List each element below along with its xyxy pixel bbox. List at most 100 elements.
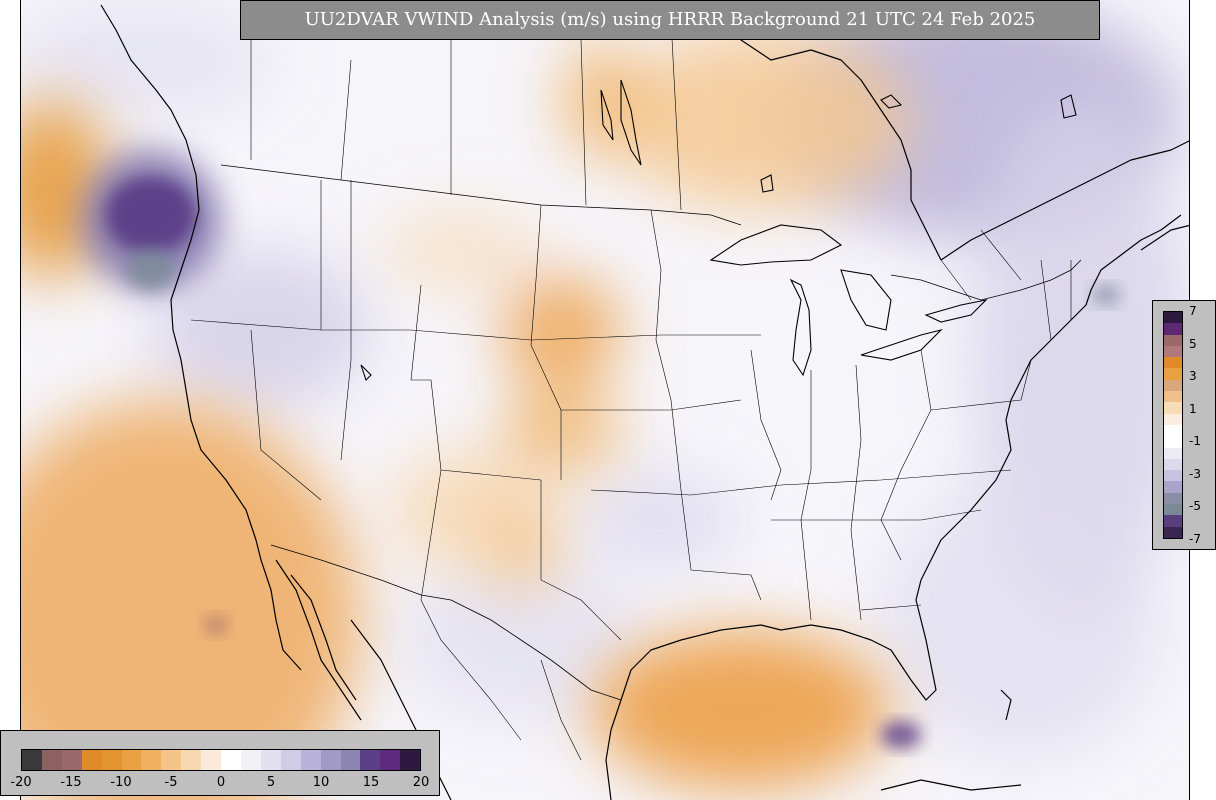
vwind-colorbar-segment <box>320 750 341 770</box>
vwind-colorbar-segment <box>380 750 401 770</box>
increment-tick-label: -1 <box>1189 434 1201 449</box>
pacific-purple-core <box>106 177 196 253</box>
lake-michigan <box>789 278 812 377</box>
oklahoma-lavender <box>581 470 741 570</box>
vwind-tick-label: 10 <box>312 775 330 790</box>
vwind-tick-label: -5 <box>164 775 178 790</box>
vwind-colorbar-segment <box>300 750 321 770</box>
vwind-colorbar-segment <box>260 750 281 770</box>
vwind-colorbar-segment <box>101 750 122 770</box>
map-title: UU2DVAR VWIND Analysis (m/s) using HRRR … <box>240 0 1100 40</box>
vwind-colorbar-segment <box>280 750 301 770</box>
indiana-mississippi-line <box>800 370 812 621</box>
us-canada-border-east <box>890 259 1082 301</box>
vwind-tick-label: 0 <box>216 775 226 790</box>
tennessee-line <box>771 509 982 521</box>
kansas-line <box>561 399 742 411</box>
montana-orange <box>381 210 541 290</box>
bahamas-coast <box>1000 689 1012 721</box>
increment-tick-label: 7 <box>1189 304 1197 318</box>
increment-colorbar-segment <box>1164 447 1182 459</box>
vwind-colorbar-segment <box>240 750 261 770</box>
orange-field-regions <box>21 30 911 800</box>
great-basin-lavender <box>151 250 371 410</box>
hudson-bay-orange <box>611 30 911 210</box>
increment-colorbar-segment <box>1164 379 1182 392</box>
lake-huron <box>840 269 892 331</box>
vwind-colorbar-segment <box>121 750 142 770</box>
great-salt-lake <box>360 364 372 382</box>
vwind-colorbar-segment <box>201 750 222 770</box>
illinois-line <box>750 349 782 501</box>
hudson-bay-coast <box>720 4 942 261</box>
vwind-colorbar-segment <box>81 750 102 770</box>
lavender-field-regions <box>21 0 1189 760</box>
vwind-colorbar-strip <box>21 749 421 771</box>
small-field-features <box>204 285 1120 749</box>
new-england-spot <box>1092 285 1120 305</box>
gulf-coastline <box>620 579 937 701</box>
increment-colorbar-segment <box>1164 345 1182 358</box>
increment-tick-label: -7 <box>1189 532 1201 546</box>
baja-coastline <box>275 559 362 721</box>
lake-manitoba <box>600 89 614 141</box>
quebec-lines <box>940 229 1022 301</box>
arkansas-line <box>680 489 762 601</box>
increment-colorbar-segment <box>1164 481 1182 493</box>
lake-nipigon <box>760 174 774 193</box>
colorado-lines <box>410 284 542 481</box>
increment-colorbar-segment <box>1164 334 1182 346</box>
atlantic-coastline <box>920 214 1182 581</box>
lake-ontario <box>924 299 988 323</box>
coastlines <box>100 4 1189 800</box>
minnesota-iowa-line <box>650 209 682 491</box>
lake-superior <box>709 224 843 266</box>
lake-erie <box>860 328 943 361</box>
wind-field-map <box>21 0 1189 800</box>
pacific-northwest-purple-region <box>81 150 221 290</box>
cuba-coastline <box>880 779 1022 791</box>
florida-line <box>860 604 922 611</box>
increment-colorbar-segment <box>1164 504 1182 516</box>
increment-tick-label: -5 <box>1189 499 1201 514</box>
dakota-nebraska-line <box>530 204 562 480</box>
vwind-colorbar-segment <box>340 750 361 770</box>
manitoba-orange <box>561 40 641 160</box>
increment-colorbar-segment <box>1164 368 1182 380</box>
increment-colorbar-strip <box>1163 311 1183 539</box>
increment-tick-label: 3 <box>1189 369 1197 384</box>
new-mexico-line <box>420 469 442 601</box>
increment-colorbar: 7 5 3 1 -1 -3 -5 -7 <box>1152 300 1216 550</box>
labrador-coast <box>940 140 1189 261</box>
vwind-tick-label: 15 <box>362 775 380 790</box>
increment-colorbar-segment <box>1164 391 1182 403</box>
increment-tick-label: 1 <box>1189 401 1197 416</box>
increment-colorbar-segment <box>1164 413 1182 425</box>
nevada-line <box>250 329 322 501</box>
newfoundland-coast <box>1140 224 1189 251</box>
great-lakes <box>360 79 1077 382</box>
quebec-reservoir <box>1060 94 1077 119</box>
vwind-colorbar-segment <box>161 750 182 770</box>
increment-tick-label: 5 <box>1189 336 1197 351</box>
increment-colorbar-segment <box>1164 402 1182 414</box>
texas-north-line <box>540 480 622 641</box>
utah-west-line <box>340 180 352 461</box>
vwind-tick-label: -15 <box>60 775 82 790</box>
vwind-tick-label: -20 <box>10 775 32 790</box>
gulf-of-california-coast <box>290 574 357 701</box>
vwind-tick-label: 20 <box>412 775 430 790</box>
hudson-bay-island <box>880 94 903 109</box>
map-panel <box>20 0 1190 800</box>
lake-winnipeg <box>620 79 642 166</box>
gulf-of-mexico-orange <box>591 630 891 790</box>
pennsylvania-line <box>930 359 1032 411</box>
vwind-colorbar: -20 -15 -10 -5 0 5 10 15 20 <box>0 730 440 796</box>
vwind-colorbar-segment <box>181 750 202 770</box>
vwind-colorbar-segment <box>400 750 421 770</box>
eastern-pacific-orange <box>21 400 361 800</box>
mexico-west-coast <box>350 619 452 800</box>
vwind-colorbar-segment <box>22 750 42 770</box>
increment-colorbar-segment <box>1164 470 1182 482</box>
